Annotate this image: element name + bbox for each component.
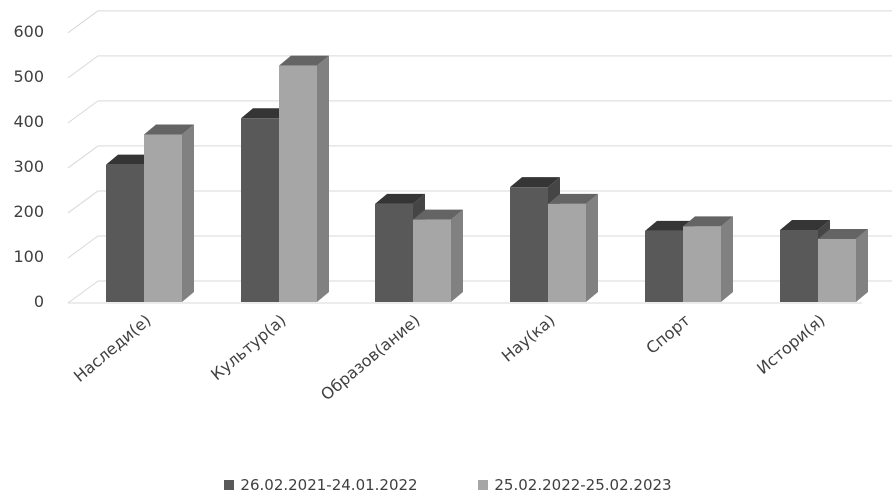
y-tick-label: 200 [13, 202, 44, 221]
bar-front [548, 203, 586, 302]
legend-swatch-series-1 [224, 480, 235, 490]
y-tick-label: 600 [13, 22, 44, 41]
x-tick-label: Культур(а) [207, 311, 289, 385]
x-tick-label: Нау(ка) [498, 311, 559, 366]
bar-front [241, 118, 279, 302]
legend-label-series-2: 25.02.2022-25.02.2023 [494, 476, 672, 494]
x-tick-label: Спорт [642, 311, 693, 358]
bar-top [645, 220, 695, 231]
bar-top [144, 124, 194, 135]
bar-front [375, 203, 413, 302]
bar-front [279, 65, 317, 302]
legend-item-series-1: 26.02.2021-24.01.2022 [224, 476, 418, 494]
x-tick-label: Образов(ание) [317, 311, 424, 405]
gridlines [67, 10, 892, 304]
bar-top [279, 55, 329, 66]
gridline-depth [67, 55, 99, 79]
x-tick-label: Истори(я) [753, 311, 828, 379]
bar-2-6 [818, 228, 868, 302]
bar-side [586, 193, 598, 302]
gridline-depth [67, 10, 99, 34]
y-tick-label: 300 [13, 157, 44, 176]
bar-side [317, 55, 329, 302]
bar-2-4 [548, 193, 598, 302]
y-tick-label: 500 [13, 67, 44, 86]
bar-front [645, 230, 683, 302]
gridline-depth [67, 145, 99, 169]
bar-front [780, 229, 818, 302]
legend: 26.02.2021-24.01.2022 25.02.2022-25.02.2… [0, 476, 896, 494]
bar-side [182, 124, 194, 302]
bar-top [375, 193, 425, 204]
bar-top [106, 154, 156, 165]
bar-top [413, 209, 463, 220]
bar-side [451, 209, 463, 302]
bar-top [241, 108, 291, 119]
y-tick-label: 0 [34, 292, 44, 311]
gridline-depth [67, 280, 99, 304]
bar-2-1 [144, 124, 194, 302]
x-tick-label: Наследи(е) [70, 311, 155, 386]
bar-front [144, 134, 182, 302]
gridline-depth [67, 190, 99, 214]
y-axis: 0 100 200 300 400 500 600 [13, 22, 44, 311]
bar-top [683, 216, 733, 227]
legend-label-series-1: 26.02.2021-24.01.2022 [240, 476, 418, 494]
bar-side [856, 228, 868, 302]
bar-2-3 [413, 209, 463, 302]
bar-top [780, 219, 830, 230]
bar-2-2 [279, 55, 329, 302]
bar-front [106, 164, 144, 302]
legend-item-series-2: 25.02.2022-25.02.2023 [478, 476, 672, 494]
bar-front [510, 187, 548, 302]
bars [106, 55, 868, 302]
legend-swatch-series-2 [478, 480, 489, 490]
bar-top [818, 228, 868, 239]
bar-top [548, 193, 598, 204]
x-axis: Наследи(е) Культур(а) Образов(ание) Нау(ка)… [70, 311, 829, 405]
bar-front [413, 219, 451, 302]
y-tick-label: 100 [13, 247, 44, 266]
y-tick-label: 400 [13, 112, 44, 131]
bar-front [683, 226, 721, 302]
bar-side [721, 216, 733, 302]
gridline-depth [67, 235, 99, 259]
bar-2-5 [683, 216, 733, 302]
gridline-depth [67, 100, 99, 124]
bar-front [818, 238, 856, 302]
bar-top [510, 177, 560, 188]
